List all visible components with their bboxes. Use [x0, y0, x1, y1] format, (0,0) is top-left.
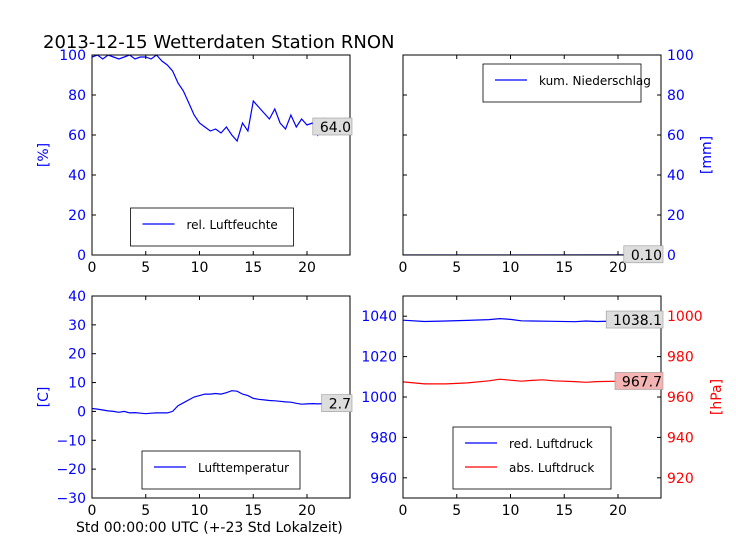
x-tick-label: 0	[399, 260, 408, 276]
legend-label: kum. Niederschlag	[539, 74, 651, 88]
y-axis-label: [C]	[36, 387, 52, 408]
y-tick-label: 20	[68, 347, 86, 363]
last-value-label-bg	[312, 117, 353, 136]
y-tick-label-right: 1000	[667, 309, 703, 325]
legend-label: rel. Luftfeuchte	[187, 218, 278, 232]
y-axis-label: [mm]	[699, 136, 715, 174]
legend-label: Lufttemperatur	[198, 461, 289, 475]
y-tick-label-right: 940	[667, 430, 694, 446]
panel-4: 0 5 10 15 20 960 980 1000 1020 1040 920 940 960 980 10…	[361, 295, 725, 519]
legend-label: red. Luftdruck	[509, 437, 593, 451]
x-tick-label: 5	[141, 260, 150, 276]
y-tick-label: 1000	[361, 390, 397, 406]
y-axis-label-right: [hPa]	[709, 379, 725, 415]
y-tick-label-right: 920	[667, 471, 694, 487]
y-tick-label-right: 100	[667, 48, 694, 64]
y-tick-label: 60	[68, 128, 86, 144]
y-tick-label: 960	[370, 471, 397, 487]
x-tick-label: 10	[502, 503, 520, 519]
y-tick-label-right: 80	[667, 88, 685, 104]
y-tick-label: −30	[56, 491, 86, 507]
x-tick-label: 20	[298, 260, 316, 276]
y-tick-label: 1040	[361, 309, 397, 325]
y-tick-label: 100	[59, 48, 86, 64]
y-tick-label: 980	[370, 430, 397, 446]
y-tick-label-right: 20	[667, 208, 685, 224]
y-tick-label-right: 60	[667, 128, 685, 144]
series-line-1	[92, 55, 350, 143]
last-value-label-bg	[623, 245, 664, 264]
x-tick-label: 15	[244, 503, 262, 519]
last-value-label: 0.10	[631, 248, 662, 264]
y-tick-label-right: 0	[667, 248, 676, 264]
series-line-1	[92, 390, 350, 415]
y-tick-label: −20	[56, 462, 86, 478]
axes-frame	[402, 54, 662, 256]
x-tick-label: 10	[191, 503, 209, 519]
legend-box	[482, 63, 642, 103]
x-tick-label: 5	[452, 260, 461, 276]
last-value-label-bg	[321, 394, 353, 412]
figure-xlabel: Std 00:00:00 UTC (+-23 Std Lokalzeit)	[76, 520, 343, 536]
y-tick-label: 40	[68, 168, 86, 184]
legend: red. Luftdruck abs. Luftdruck	[452, 426, 612, 490]
x-tick-label: 0	[399, 503, 408, 519]
y-tick-label: 40	[68, 289, 86, 305]
legend-box	[141, 450, 301, 490]
x-tick-label: 10	[191, 260, 209, 276]
last-value-label-1: 1038.1	[613, 313, 662, 329]
series-line-2	[403, 378, 661, 385]
legend: rel. Luftfeuchte	[130, 207, 294, 247]
x-tick-label: 5	[141, 503, 150, 519]
y-tick-label-right: 960	[667, 390, 694, 406]
y-tick-label: 1020	[361, 350, 397, 366]
legend-box	[130, 207, 294, 247]
x-tick-label: 10	[502, 260, 520, 276]
y-tick-label: 0	[77, 404, 86, 420]
last-value-label-2-bg	[614, 372, 664, 390]
last-value-label: 2.7	[329, 397, 351, 413]
panel-2: 0 5 10 15 20 0 20 40 60 80 100 [mm] kum. Niederschla…	[399, 48, 715, 276]
x-tick-label: 5	[452, 503, 461, 519]
panel-1: 0 5 10 15 20 0 20 40 60 80 100 [%] rel. Luftfeuchte 6…	[36, 48, 353, 276]
y-tick-label: 0	[77, 248, 86, 264]
y-axis-label: [%]	[36, 143, 52, 167]
x-tick-label: 20	[609, 503, 627, 519]
y-tick-label-right: 980	[667, 350, 694, 366]
legend: Lufttemperatur	[141, 450, 301, 490]
legend: kum. Niederschlag	[482, 63, 651, 103]
legend-box	[452, 426, 612, 490]
x-tick-label: 15	[555, 260, 573, 276]
x-tick-label: 20	[298, 503, 316, 519]
panel-3: 0 5 10 15 20 −30 −20 −10 0 10 20 30 40 [C] Lufttempera…	[36, 289, 353, 519]
legend-label: abs. Luftdruck	[509, 461, 594, 475]
last-value-label-1-bg	[605, 310, 664, 329]
axes-frame	[91, 54, 351, 256]
last-value-label-2: 967.7	[622, 374, 662, 390]
y-tick-label: 80	[68, 88, 86, 104]
last-value-label: 64.0	[320, 120, 351, 136]
x-tick-label: 0	[88, 260, 97, 276]
x-tick-label: 20	[609, 260, 627, 276]
y-tick-label: 30	[68, 318, 86, 334]
x-tick-label: 0	[88, 503, 97, 519]
y-tick-label: −10	[56, 433, 86, 449]
x-tick-label: 15	[555, 503, 573, 519]
y-tick-label: 20	[68, 208, 86, 224]
y-tick-label-right: 40	[667, 168, 685, 184]
x-tick-label: 15	[244, 260, 262, 276]
y-tick-label: 10	[68, 376, 86, 392]
figure-title: 2013-12-15 Wetterdaten Station RNON	[43, 32, 394, 53]
